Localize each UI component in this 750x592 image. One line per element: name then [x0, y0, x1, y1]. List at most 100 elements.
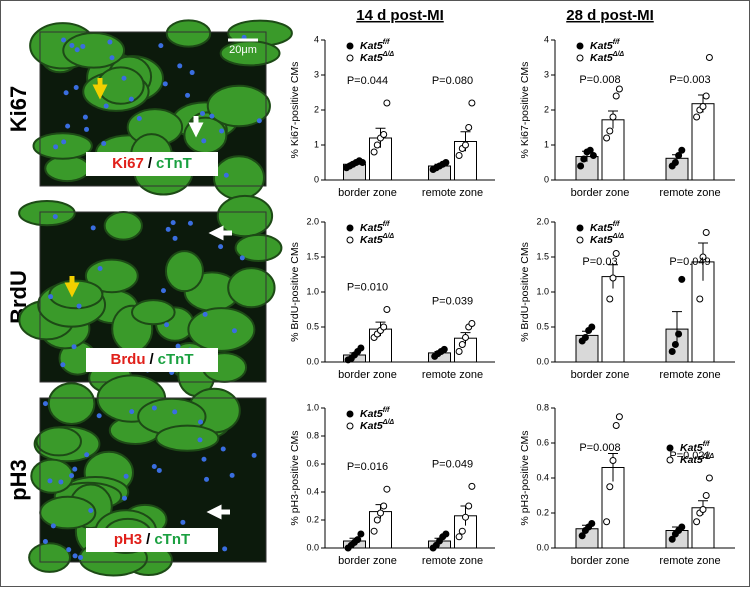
column-title: 14 d post-MI [356, 7, 444, 24]
legend-superscript: Δ/Δ [612, 233, 625, 240]
legend-name: Kat5 [590, 52, 613, 64]
cardiomyocyte [165, 19, 212, 48]
data-point [370, 527, 378, 535]
nucleus [202, 311, 208, 317]
legend-name: Kat5 [360, 408, 383, 420]
data-point [693, 113, 701, 121]
nucleus [162, 81, 168, 87]
legend-name: Kat5 [360, 234, 383, 246]
p-value: P=0.039 [432, 295, 473, 307]
data-point [468, 482, 476, 490]
nucleus [101, 141, 107, 147]
data-point [458, 341, 466, 348]
y-axis-label: % pH3-positive CMs [289, 430, 301, 525]
data-point [465, 124, 473, 131]
legend-marker [576, 236, 584, 244]
legend-name: Kat5 [680, 454, 703, 466]
nucleus [72, 466, 78, 472]
legend-superscript: Δ/Δ [612, 51, 625, 58]
nucleus [61, 37, 67, 43]
data-point [612, 250, 620, 257]
nucleus [128, 96, 134, 102]
data-point [383, 99, 391, 107]
legend-name: Kat5 [360, 52, 383, 64]
legend-label: Kat5f/f [590, 39, 620, 52]
data-point [696, 295, 704, 303]
error-bar [672, 311, 682, 347]
y-tick-label: 0.5 [306, 321, 319, 331]
legend-marker [346, 410, 354, 418]
cardiomyocyte [234, 233, 283, 262]
data-point [702, 229, 710, 236]
cardiomyocyte [130, 299, 176, 326]
data-point [380, 323, 388, 331]
legend-marker [576, 42, 584, 50]
legend-label: Kat5f/f [360, 39, 390, 52]
cardiomyocyte [96, 66, 145, 105]
p-value: P=0.016 [347, 461, 388, 473]
y-tick-label: 1.0 [536, 286, 549, 296]
nucleus [80, 43, 86, 49]
nucleus [229, 472, 235, 478]
nucleus [180, 519, 186, 525]
data-point [468, 320, 476, 327]
data-point [678, 146, 686, 154]
nucleus [90, 225, 96, 231]
nucleus [47, 478, 53, 484]
nucleus [170, 220, 176, 226]
nucleus [42, 401, 48, 407]
nucleus [63, 90, 69, 96]
x-tick-label: border zone [571, 555, 630, 567]
nucleus [165, 226, 171, 232]
nucleus [231, 328, 237, 334]
y-tick-label: 3 [544, 69, 549, 79]
cardiomyocyte [164, 250, 204, 293]
cardiomyocyte [183, 116, 228, 155]
cardiomyocyte [39, 495, 97, 530]
nucleus [123, 473, 129, 479]
data-point [609, 457, 617, 464]
bar [601, 119, 625, 181]
column-title: 28 d post-MI [566, 7, 654, 24]
legend-label: Kat5Δ/Δ [360, 233, 394, 246]
data-point [581, 334, 589, 341]
nucleus [84, 126, 90, 132]
y-tick-label: 0.4 [536, 472, 549, 482]
data-point [359, 159, 366, 166]
p-value: P=0.049 [669, 256, 710, 268]
data-point [702, 92, 710, 100]
y-tick-label: 1 [314, 139, 319, 149]
y-tick-label: 0 [314, 174, 319, 184]
data-point [609, 113, 617, 121]
y-tick-label: 0 [544, 174, 549, 184]
p-value: P=0.008 [579, 74, 620, 86]
cardiomyocyte [47, 382, 96, 425]
legend-label: Kat5f/f [590, 221, 620, 234]
y-tick-label: 2.0 [536, 216, 549, 226]
y-axis-label: % Ki67-positive CMs [289, 62, 301, 159]
nucleus [129, 409, 135, 415]
y-tick-label: 1.5 [306, 251, 319, 261]
nucleus [88, 507, 94, 513]
legend-superscript: f/f [613, 221, 620, 228]
data-point [468, 99, 476, 107]
data-point [442, 530, 450, 538]
data-point [705, 54, 713, 61]
y-tick-label: 0.2 [306, 514, 319, 524]
x-tick-label: border zone [571, 187, 630, 199]
legend-superscript: f/f [383, 39, 390, 46]
legend-marker [346, 422, 354, 430]
cardiomyocyte [216, 194, 274, 238]
row-label: pH3 [6, 459, 31, 501]
nucleus [156, 467, 162, 473]
error-bar [698, 242, 708, 281]
data-point [705, 474, 713, 482]
data-point [383, 485, 391, 493]
data-point [462, 334, 469, 341]
nucleus [175, 343, 181, 349]
y-tick-label: 0.0 [306, 542, 319, 552]
y-tick-label: 1 [544, 139, 549, 149]
y-tick-label: 0.8 [536, 402, 549, 412]
